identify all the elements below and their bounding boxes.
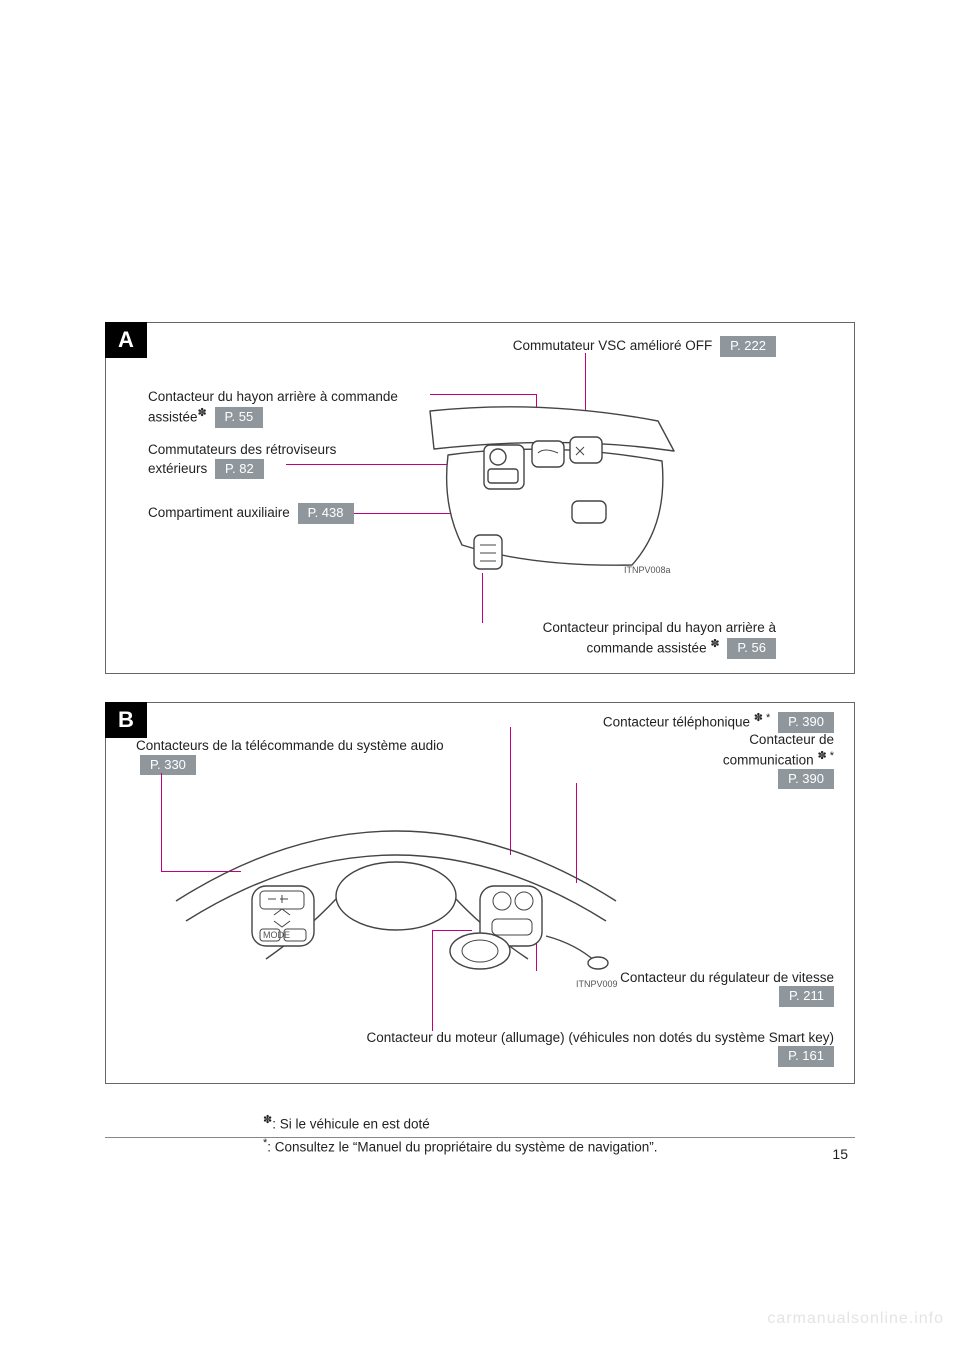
page: A Commutateur VSC amélioré OFF P. 222 Co… bbox=[0, 0, 960, 1358]
illus-b-code: ITNPV009 bbox=[576, 979, 618, 989]
callout-engine-text: Contacteur du moteur (allumage) (véhicul… bbox=[367, 1030, 834, 1045]
watermark: carmanualsonline.info bbox=[767, 1310, 944, 1328]
callout-comm-l1: Contacteur de bbox=[749, 732, 834, 747]
callout-vsc-pref: P. 222 bbox=[720, 336, 776, 357]
callout-hayon-cmd-l2: assistée bbox=[148, 409, 198, 424]
callout-tel-text: Contacteur téléphonique bbox=[603, 715, 754, 730]
header-spacer bbox=[105, 206, 855, 286]
callout-retro-l1: Commutateurs des rétroviseurs bbox=[148, 442, 336, 457]
callout-aux-text: Compartiment auxiliaire bbox=[148, 505, 290, 520]
illustration-b: MODE ITNPV009 bbox=[156, 791, 636, 1001]
callout-hayon-cmd-mark: ✽ bbox=[198, 407, 207, 419]
callout-hayon-main-pref: P. 56 bbox=[727, 638, 776, 659]
callout-hayon-main: Contacteur principal du hayon arrière à … bbox=[456, 619, 776, 659]
callout-audio-text: Contacteurs de la télécommande du systèm… bbox=[136, 738, 444, 753]
page-number: 15 bbox=[832, 1146, 848, 1162]
callout-audio: Contacteurs de la télécommande du systèm… bbox=[136, 737, 444, 775]
callout-comm-star: * bbox=[830, 750, 834, 762]
panel-b: B Contacteur téléphonique ✽ * P. 390 Con… bbox=[105, 702, 855, 1084]
callout-hayon-main-mark: ✽ bbox=[710, 638, 719, 650]
footnote-2: *: Consultez le “Manuel du propriétaire … bbox=[263, 1135, 855, 1158]
footnote-1-mark: ✽ bbox=[263, 1114, 272, 1126]
callout-comm-l2: communication bbox=[723, 752, 818, 767]
callout-cruise-pref: P. 211 bbox=[779, 986, 834, 1007]
callout-aux-pref: P. 438 bbox=[298, 503, 354, 524]
callout-comm-mark: ✽ bbox=[817, 750, 829, 762]
panel-a-badge: A bbox=[105, 322, 147, 358]
page-rule bbox=[105, 1137, 855, 1138]
callout-cruise-text: Contacteur du régulateur de vitesse bbox=[620, 970, 834, 985]
callout-hayon-main-l1: Contacteur principal du hayon arrière à bbox=[543, 620, 776, 635]
callout-engine: Contacteur du moteur (allumage) (véhicul… bbox=[314, 1029, 834, 1067]
callout-tel-star: * bbox=[766, 712, 770, 724]
footnote-1-text: : Si le véhicule en est doté bbox=[272, 1117, 430, 1132]
panel-a: A Commutateur VSC amélioré OFF P. 222 Co… bbox=[105, 322, 855, 674]
footnote-2-text: : Consultez le “Manuel du propriétaire d… bbox=[267, 1139, 657, 1154]
callout-hayon-cmd-pref: P. 55 bbox=[215, 407, 264, 428]
footnotes: ✽: Si le véhicule en est doté *: Consult… bbox=[263, 1112, 855, 1158]
illus-a-code: ITNPV008a bbox=[624, 565, 671, 575]
svg-text:MODE: MODE bbox=[263, 930, 290, 940]
callout-retro-pref: P. 82 bbox=[215, 459, 264, 480]
callout-engine-pref: P. 161 bbox=[778, 1046, 834, 1067]
callout-comm: Contacteur de communication ✽ * P. 390 bbox=[654, 731, 834, 789]
callout-retro-l2: extérieurs bbox=[148, 461, 207, 476]
callout-vsc-text: Commutateur VSC amélioré OFF bbox=[513, 338, 713, 353]
panel-b-badge: B bbox=[105, 702, 147, 738]
callout-hayon-main-l2: commande assistée bbox=[587, 640, 711, 655]
callout-hayon-cmd-l1: Contacteur du hayon arrière à commande bbox=[148, 389, 398, 404]
callout-vsc: Commutateur VSC amélioré OFF P. 222 bbox=[513, 336, 776, 357]
callout-hayon-cmd: Contacteur du hayon arrière à commande a… bbox=[148, 388, 448, 428]
illustration-a: ITNPV008a bbox=[422, 395, 682, 585]
callout-cruise: Contacteur du régulateur de vitesse P. 2… bbox=[620, 969, 834, 1007]
callout-retro: Commutateurs des rétroviseurs extérieurs… bbox=[148, 441, 408, 479]
callout-audio-pref: P. 330 bbox=[140, 755, 196, 776]
footnote-1: ✽: Si le véhicule en est doté bbox=[263, 1112, 855, 1135]
callout-tel-mark: ✽ bbox=[754, 712, 766, 724]
callout-comm-pref: P. 390 bbox=[778, 769, 834, 790]
callout-aux: Compartiment auxiliaire P. 438 bbox=[148, 503, 354, 524]
